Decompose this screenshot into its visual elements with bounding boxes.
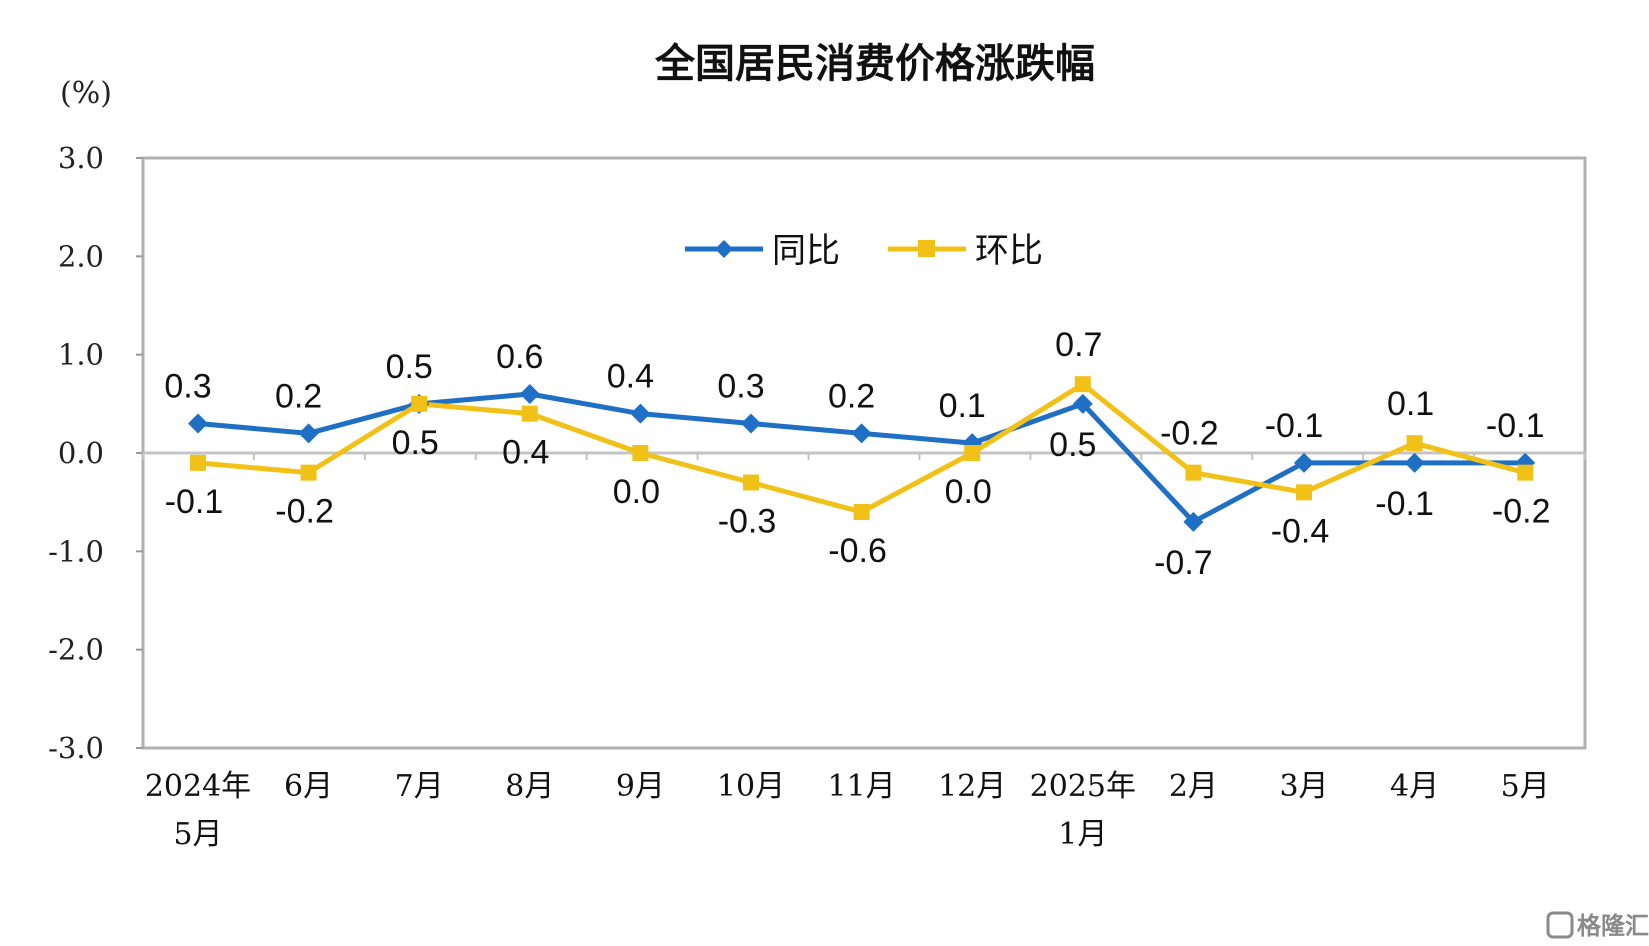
- x-tick-label: 5月: [173, 817, 222, 852]
- legend-label-mom: 环比: [975, 231, 1043, 271]
- mom-point[interactable]: [1185, 464, 1202, 481]
- legend-item-yoy[interactable]: 同比: [685, 231, 840, 271]
- yoy-data-label: 0.5: [1049, 426, 1096, 464]
- mom-point[interactable]: [1074, 376, 1091, 393]
- mom-point[interactable]: [411, 395, 428, 412]
- yoy-data-label: 0.2: [275, 377, 322, 415]
- yoy-data-label: 0.6: [496, 338, 543, 376]
- yoy-data-label: -0.1: [1486, 407, 1545, 445]
- y-tick-label: 3.0: [58, 141, 104, 175]
- y-tick-label: 2.0: [58, 239, 104, 273]
- yoy-point[interactable]: [298, 423, 319, 444]
- mom-data-label: 0.1: [1387, 385, 1434, 423]
- yoy-point[interactable]: [1183, 511, 1204, 532]
- watermark: 格隆汇: [1546, 911, 1649, 940]
- x-tick-label: 5月: [1501, 769, 1550, 804]
- legend-label-yoy: 同比: [772, 231, 840, 271]
- x-tick-label: 11月: [828, 769, 896, 804]
- x-tick-label: 2024年: [145, 769, 251, 804]
- legend-item-mom[interactable]: 环比: [888, 231, 1043, 271]
- mom-point[interactable]: [1517, 464, 1534, 481]
- data-label-layer: 0.3 -0.1 0.2 -0.2 0.5 0.5 0.6 0.4 0.4 0.0 0.3 -0.3 0…: [164, 326, 1550, 582]
- x-tick-label: 6月: [284, 769, 333, 804]
- yoy-point[interactable]: [851, 423, 872, 444]
- watermark-logo-icon: [1546, 911, 1574, 939]
- x-tick-label: 1月: [1058, 817, 1107, 852]
- mom-data-label: -0.6: [828, 532, 887, 570]
- mom-point[interactable]: [521, 405, 538, 422]
- yoy-data-label: 0.3: [164, 368, 211, 406]
- yoy-point[interactable]: [1404, 452, 1425, 473]
- legend-diamond-marker: [715, 240, 733, 258]
- yoy-data-label: 0.3: [717, 368, 764, 406]
- watermark-text: 格隆汇: [1577, 912, 1649, 940]
- legend: 同比 环比: [685, 231, 1043, 271]
- mom-data-label: -0.4: [1271, 512, 1330, 550]
- yoy-data-label: -0.1: [1375, 485, 1434, 523]
- mom-data-label: 0.0: [613, 473, 660, 511]
- mom-point[interactable]: [743, 474, 759, 491]
- yoy-data-label: 0.5: [386, 348, 433, 386]
- mom-point[interactable]: [632, 445, 649, 461]
- mom-point[interactable]: [1296, 484, 1312, 501]
- y-tick-label: 0.0: [58, 436, 104, 470]
- mom-data-label: 0.7: [1055, 326, 1102, 364]
- y-tick-label: 1.0: [58, 338, 104, 372]
- yoy-data-label: -0.7: [1154, 544, 1213, 582]
- yoy-point[interactable]: [630, 403, 651, 424]
- mom-data-label: 0.5: [392, 424, 439, 462]
- mom-data-label: 0.4: [502, 434, 549, 472]
- chart-title: 全国居民消费价格涨跌幅: [654, 41, 1095, 87]
- yoy-data-label: -0.1: [1265, 407, 1324, 445]
- mom-point[interactable]: [300, 464, 317, 481]
- mom-data-label: -0.1: [165, 483, 224, 521]
- x-tick-label: 3月: [1279, 769, 1328, 804]
- yoy-point[interactable]: [1294, 452, 1314, 473]
- x-tick-label: 8月: [505, 769, 554, 804]
- mom-point[interactable]: [190, 454, 206, 471]
- y-unit-label: (%): [60, 76, 112, 111]
- y-axis: 3.0 2.0 1.0 0.0 -1.0 -2.0 -3.0: [48, 141, 143, 765]
- x-tick-label: 10月: [717, 769, 785, 804]
- mom-data-label: -0.2: [275, 493, 334, 531]
- x-tick-label: 12月: [938, 769, 1006, 804]
- series-layer: [188, 376, 1536, 532]
- mom-data-label: 0.0: [945, 473, 992, 511]
- mom-point[interactable]: [1406, 435, 1423, 452]
- x-tick-label: 2025年: [1030, 769, 1136, 804]
- mom-point[interactable]: [964, 445, 981, 461]
- mom-data-label: -0.3: [718, 503, 777, 541]
- x-tick-label: 2月: [1169, 769, 1218, 804]
- yoy-point[interactable]: [519, 384, 540, 404]
- x-tick-label: 4月: [1390, 769, 1439, 804]
- y-tick-label: -3.0: [48, 731, 104, 765]
- yoy-data-label: 0.4: [607, 358, 654, 396]
- x-tick-label: 9月: [616, 769, 665, 804]
- legend-square-marker: [918, 240, 935, 257]
- y-tick-label: -2.0: [48, 633, 104, 667]
- yoy-point[interactable]: [741, 413, 761, 434]
- yoy-point[interactable]: [1072, 393, 1093, 414]
- yoy-point[interactable]: [188, 413, 208, 434]
- x-axis: 2024年 5月 6月 7月 8月 9月 10月 11月 12月 2025年 1月 2月 3月 4月 5月: [142, 453, 1586, 852]
- mom-data-label: -0.2: [1492, 493, 1551, 531]
- yoy-data-label: 0.2: [828, 377, 875, 415]
- mom-data-label: -0.2: [1160, 415, 1219, 453]
- y-tick-label: -1.0: [48, 534, 104, 568]
- yoy-data-label: 0.1: [939, 387, 986, 425]
- x-tick-label: 7月: [395, 769, 444, 804]
- mom-point[interactable]: [853, 504, 870, 520]
